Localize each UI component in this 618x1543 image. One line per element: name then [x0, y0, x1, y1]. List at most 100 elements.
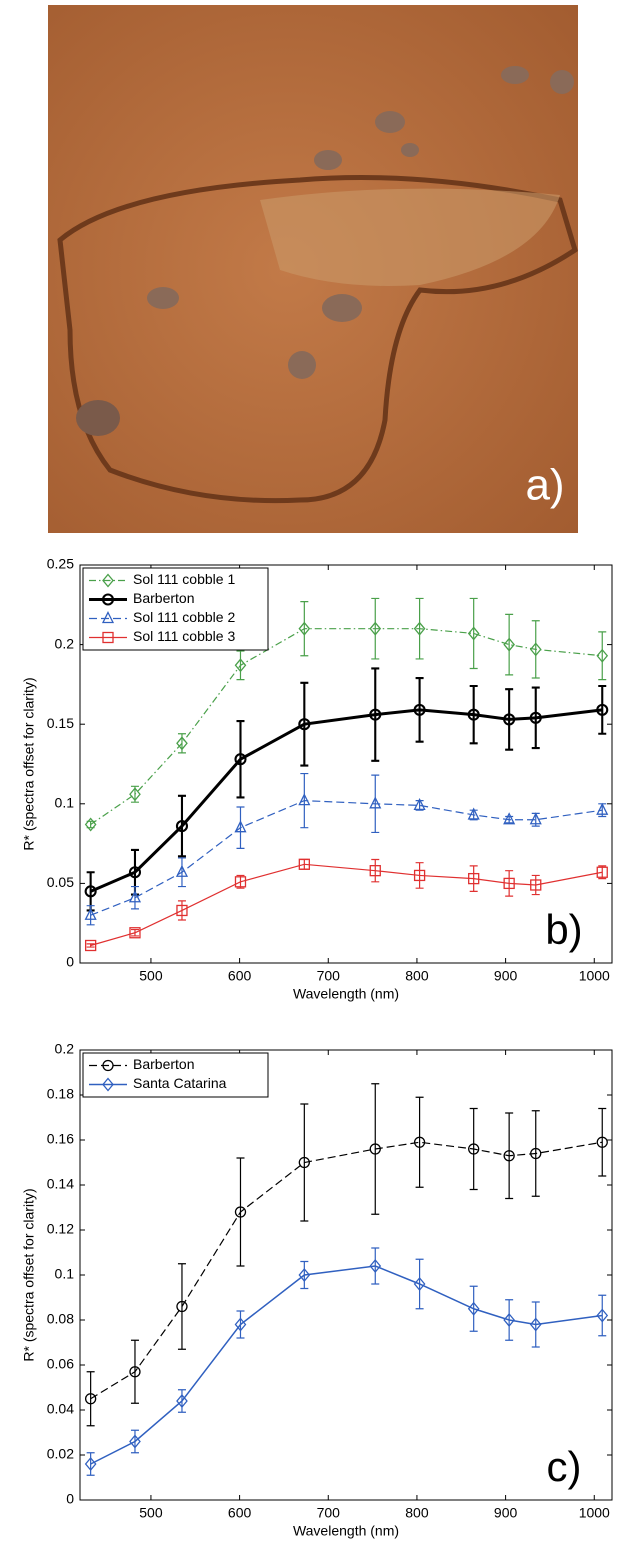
marker [234, 876, 247, 888]
error-bar [505, 613, 514, 676]
marker [529, 642, 542, 657]
legend-label: Sol 111 cobble 3 [133, 628, 235, 644]
marker [413, 703, 426, 716]
legend-label: Barberton [133, 590, 194, 606]
error-bar [130, 1339, 139, 1404]
error-bar [531, 1110, 540, 1197]
marker [369, 621, 382, 636]
error-bar [86, 1371, 95, 1427]
marker [529, 1317, 542, 1332]
marker [129, 1366, 141, 1378]
marker [129, 787, 141, 802]
error-bar [415, 862, 424, 889]
error-bar [469, 684, 478, 745]
marker [467, 708, 480, 721]
error-bar [236, 874, 245, 889]
error-bar [415, 1096, 424, 1188]
marker [176, 904, 188, 917]
x-tick-label: 1000 [579, 968, 610, 984]
marker [101, 611, 115, 624]
error-bar [371, 597, 380, 660]
x-tick-label: 800 [405, 968, 429, 984]
marker [234, 820, 247, 833]
error-bar [300, 1260, 309, 1290]
x-tick-label: 600 [228, 1505, 252, 1521]
error-bar [505, 870, 514, 897]
marker [503, 812, 516, 825]
x-tick-label: 900 [494, 1505, 518, 1521]
y-axis-label: R* (spectra offset for clarity) [21, 677, 37, 850]
marker [369, 1143, 381, 1155]
y-tick-label: 0.18 [47, 1086, 74, 1102]
x-tick-label: 500 [139, 968, 163, 984]
marker [298, 793, 311, 806]
marker [102, 1059, 114, 1072]
marker [503, 637, 515, 652]
marker [84, 1393, 97, 1405]
marker [369, 796, 382, 809]
error-bar [300, 601, 309, 657]
marker [467, 626, 480, 641]
error-bar [300, 681, 309, 767]
marker [129, 927, 141, 939]
error-bar [531, 1301, 540, 1348]
marker [102, 573, 114, 588]
y-tick-label: 0.15 [47, 715, 74, 731]
error-bar [505, 1299, 514, 1341]
marker [596, 802, 609, 815]
chart: 0 0.05 0.1 0.15 0.2 0.25 500 600 700 800 900 1000 Wa… [21, 556, 613, 1002]
x-tick-label: 700 [317, 1505, 341, 1521]
error-bar [469, 865, 478, 892]
legend-label: Sol 111 cobble 1 [133, 571, 235, 587]
error-bar [415, 1258, 424, 1310]
error-bar [415, 676, 424, 743]
error-bar [505, 815, 514, 824]
marker [176, 736, 188, 751]
marker [234, 1206, 247, 1218]
marker [596, 648, 609, 663]
marker [298, 1267, 311, 1283]
marker [596, 1308, 609, 1323]
y-tick-label: 0.12 [47, 1221, 74, 1237]
photo: a) [48, 5, 578, 533]
marker [413, 1136, 426, 1148]
marker [529, 711, 542, 724]
marker [596, 1136, 608, 1148]
error-bar [177, 1389, 186, 1413]
marker [102, 631, 114, 644]
error-bar [236, 806, 245, 849]
marker [530, 1147, 542, 1160]
marker [234, 1317, 247, 1332]
y-tick-label: 0.1 [55, 1266, 75, 1282]
marker [468, 872, 480, 885]
panel-label: a) [525, 461, 564, 510]
y-tick-label: 0.25 [47, 556, 74, 572]
y-axis-label: R* (spectra offset for clarity) [21, 1188, 37, 1361]
legend-box [82, 567, 269, 651]
error-bar [177, 857, 186, 888]
marker [84, 817, 97, 832]
error-bar [371, 667, 380, 762]
error-bar [598, 1107, 607, 1177]
error-bar [177, 900, 186, 921]
x-tick-label: 800 [405, 1505, 429, 1521]
y-tick-label: 0.02 [47, 1446, 74, 1462]
marker [369, 865, 381, 877]
marker [413, 621, 426, 636]
error-bar [415, 597, 424, 660]
error-bar [177, 794, 186, 858]
error-bar [469, 1107, 478, 1191]
error-bar [177, 1263, 186, 1350]
marker [503, 1312, 515, 1328]
legend-box [82, 1052, 269, 1098]
error-bar [371, 858, 380, 883]
error-bar [505, 688, 514, 751]
marker [101, 593, 115, 606]
y-tick-label: 0.2 [55, 635, 75, 651]
marker [84, 885, 97, 898]
x-tick-label: 600 [228, 968, 252, 984]
chart: 0 0.02 0.04 0.06 0.08 0.1 0.12 0.14 0.16 0.18 0.2 5… [21, 1041, 613, 1539]
marker [234, 753, 247, 766]
marker [84, 1456, 97, 1472]
